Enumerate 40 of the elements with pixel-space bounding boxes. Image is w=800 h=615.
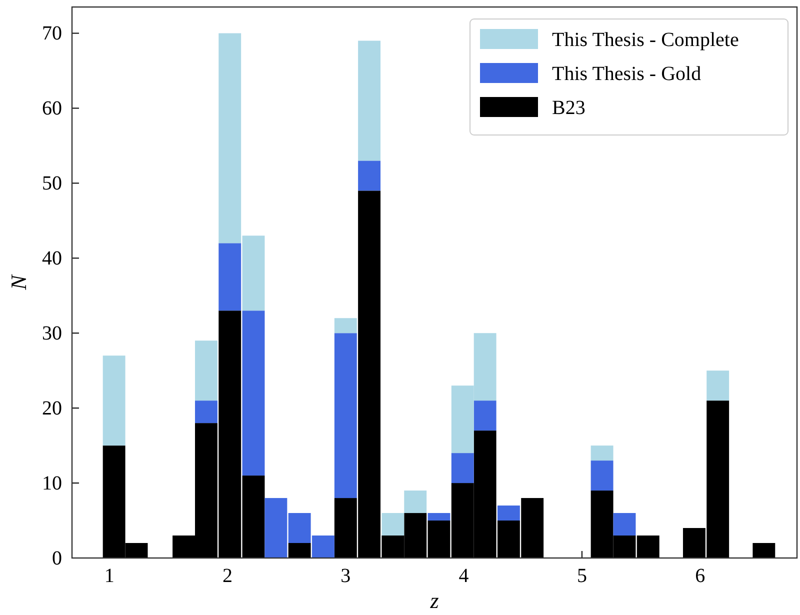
x-tick-label: 1 xyxy=(104,565,114,588)
bar xyxy=(358,40,381,161)
x-tick-label: 5 xyxy=(576,565,587,588)
bar xyxy=(497,506,520,521)
y-tick-label: 70 xyxy=(42,22,62,45)
bar xyxy=(195,400,218,424)
bar xyxy=(590,460,614,491)
y-tick-label: 10 xyxy=(42,472,62,494)
bar xyxy=(474,400,496,431)
bar xyxy=(451,453,474,484)
bar xyxy=(404,490,427,514)
x-tick-label: 4 xyxy=(458,565,469,588)
y-tick-label: 50 xyxy=(42,172,62,195)
bar xyxy=(102,356,126,446)
y-tick-label: 30 xyxy=(42,322,62,344)
x-axis-title: z xyxy=(429,588,440,613)
y-axis-title: N xyxy=(6,274,31,291)
y-tick-label: 0 xyxy=(52,547,62,570)
bar xyxy=(334,333,357,498)
bar xyxy=(242,310,265,476)
bar xyxy=(288,543,311,558)
bar xyxy=(706,370,730,401)
legend-label: B23 xyxy=(552,97,586,119)
x-tick-label: 3 xyxy=(340,565,351,588)
bar xyxy=(428,513,450,521)
bar xyxy=(382,513,404,536)
bar xyxy=(334,318,357,334)
bar xyxy=(218,243,242,311)
y-tick-label: 20 xyxy=(42,397,62,420)
legend-label: This Thesis - Gold xyxy=(552,63,702,85)
legend-label: This Thesis - Complete xyxy=(552,29,739,51)
bar xyxy=(752,543,776,558)
y-tick-label: 40 xyxy=(42,248,62,270)
bar xyxy=(195,340,218,401)
x-tick-label: 6 xyxy=(695,565,706,588)
bar xyxy=(613,513,636,536)
bar xyxy=(590,446,614,461)
x-tick-label: 2 xyxy=(222,565,232,588)
bar xyxy=(358,160,381,191)
y-tick-label: 60 xyxy=(42,98,62,120)
